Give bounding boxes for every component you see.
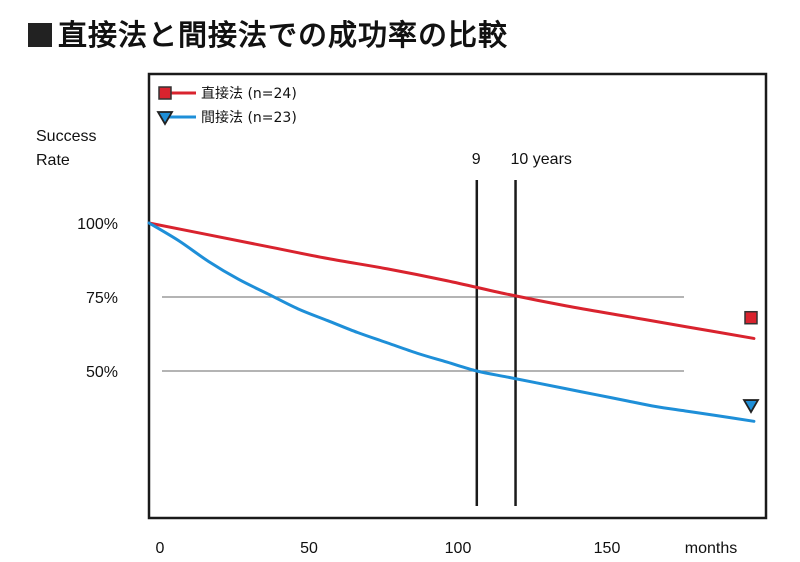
- y-tick-label: 100%: [77, 216, 118, 233]
- chart-title-text: 直接法と間接法での成功率の比較: [58, 18, 509, 52]
- y-axis-label-line1: Success: [36, 128, 96, 145]
- series-line-1: [147, 221, 756, 423]
- plot-frame: [147, 72, 768, 520]
- x-tick-label: 0: [156, 540, 165, 557]
- legend-marker-1: [156, 111, 174, 126]
- chart-title: 直接法と間接法での成功率の比較: [28, 12, 508, 54]
- series-end-marker-1: [742, 399, 760, 414]
- x-axis-label: months: [685, 540, 737, 557]
- y-tick-label: 75%: [86, 290, 118, 307]
- x-tick-label: 50: [300, 540, 318, 557]
- y-tick-label: 50%: [86, 364, 118, 381]
- y-axis-label-line2: Rate: [36, 152, 70, 169]
- legend-label-0: 直接法 (n=24): [201, 85, 297, 102]
- x-tick-label: 100: [445, 540, 472, 557]
- series-line-0: [147, 221, 756, 340]
- annotation-label-0: 9: [472, 151, 481, 168]
- legend-label-1: 間接法 (n=23): [201, 109, 297, 126]
- title-square-icon: [28, 23, 52, 47]
- series-end-marker-0: [744, 310, 758, 325]
- x-tick-label: 150: [594, 540, 621, 557]
- annotation-label-1: 10 years: [511, 151, 572, 168]
- legend-marker-0: [158, 86, 172, 100]
